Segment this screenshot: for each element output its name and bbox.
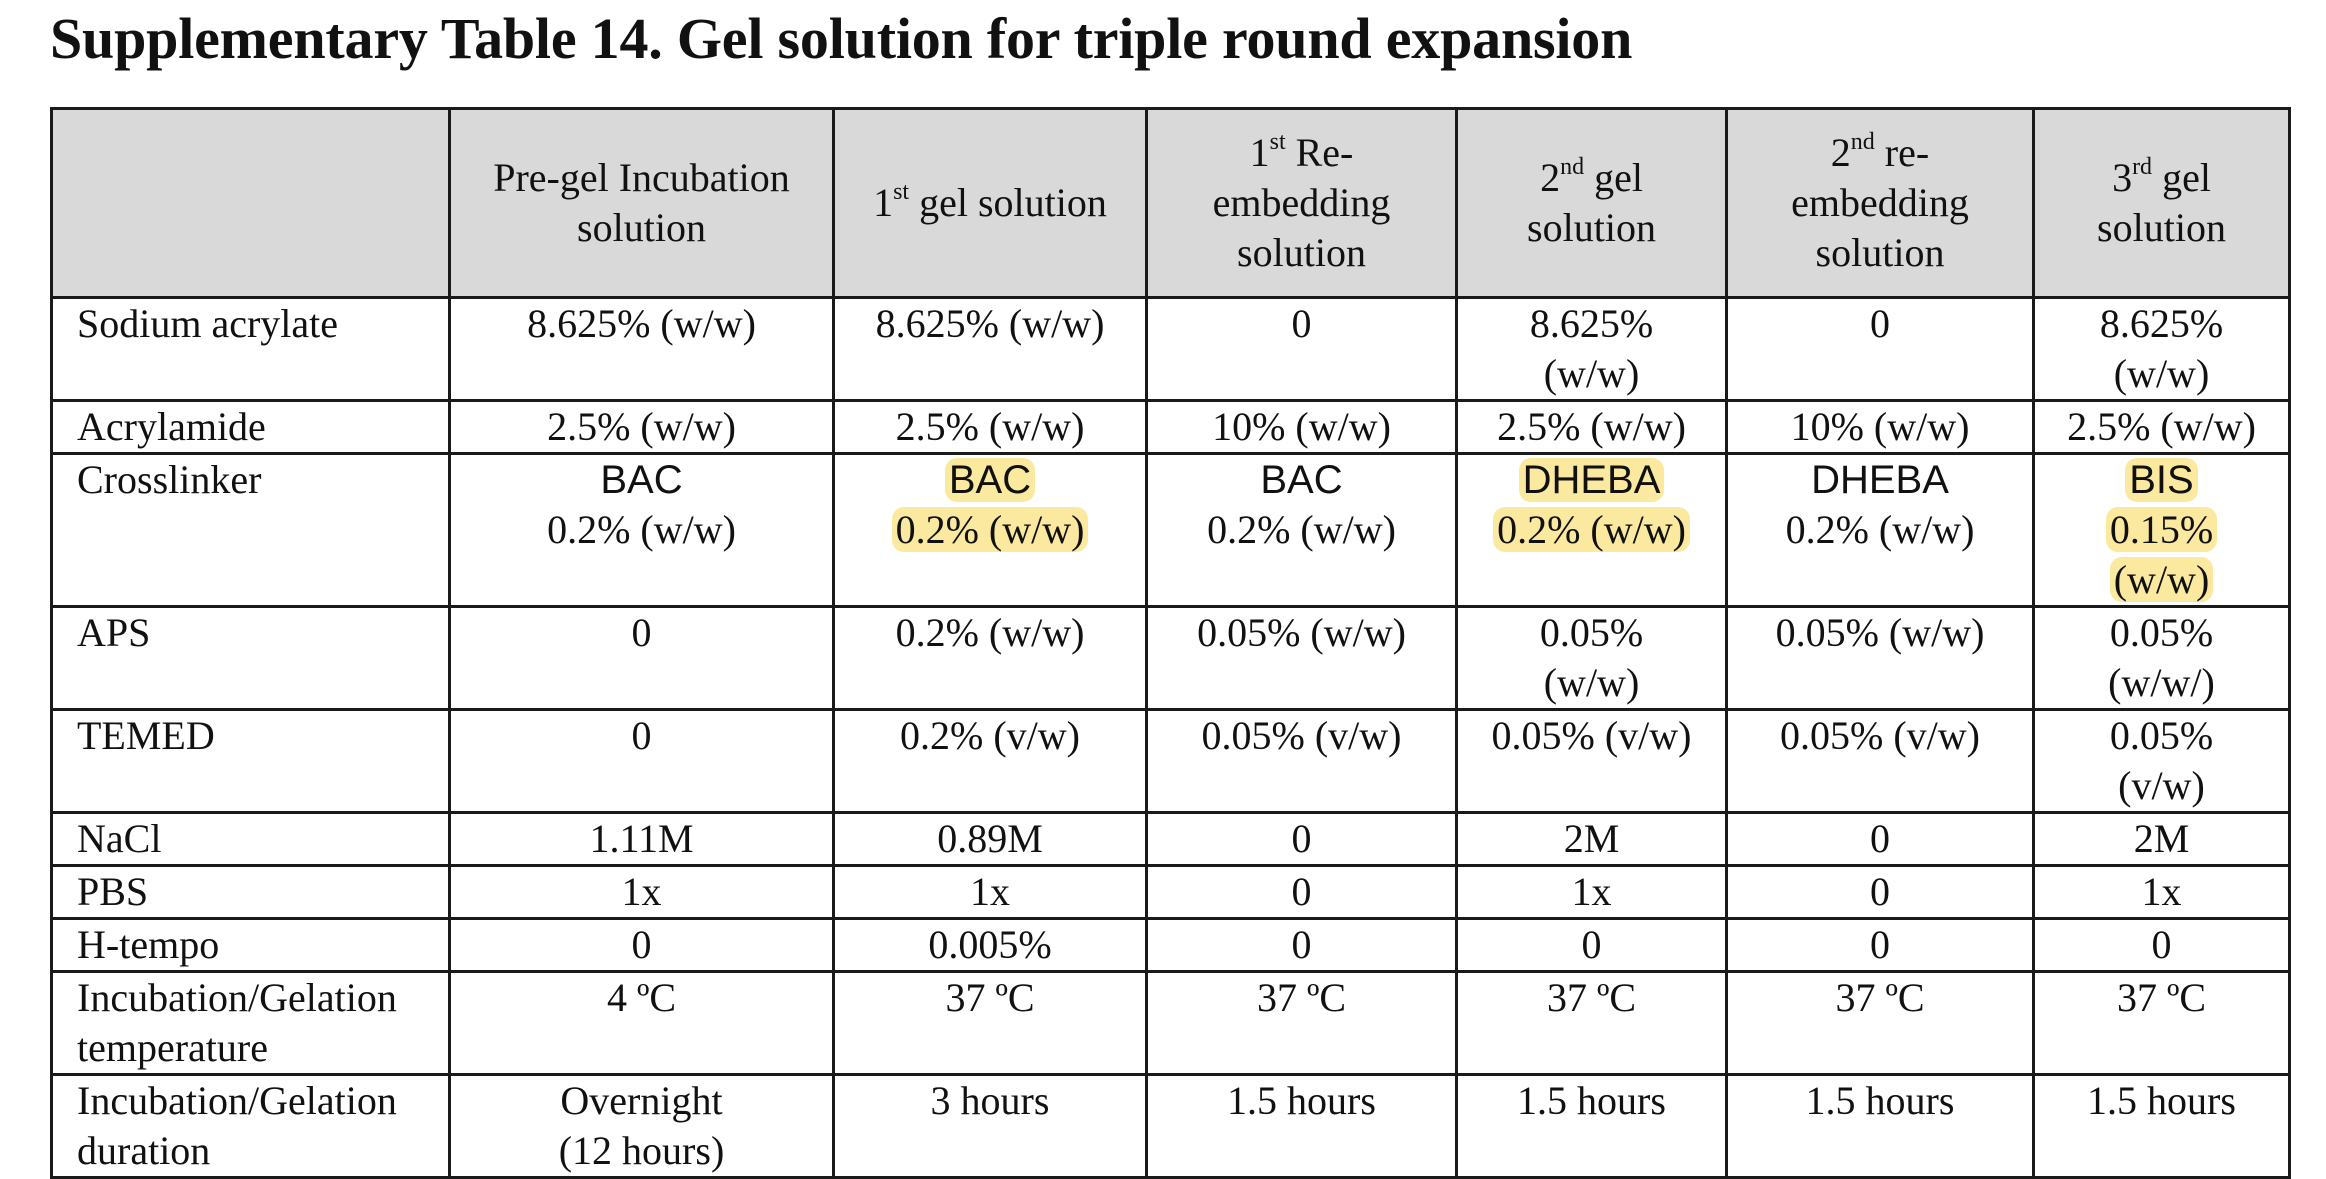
table-cell: 37 ºC [1725, 970, 2035, 1076]
header-3rd-gel: 3rd gel solution [2032, 107, 2291, 299]
table-cell: 0.005% [832, 917, 1148, 973]
row-label: Incubation/Gelation duration [50, 1073, 451, 1179]
table-row-nacl: NaCl 1.11M 0.89M 0 2M 0 2M [50, 811, 2291, 867]
table-cell: 37 ºC [832, 970, 1148, 1076]
table-cell: 0 [1725, 864, 2035, 920]
row-label: Incubation/Gelation temperature [50, 970, 451, 1076]
highlight: BAC [944, 458, 1036, 502]
table-cell: 0 [1145, 864, 1458, 920]
table-cell: 3 hours [832, 1073, 1148, 1179]
table-cell: 0.05% (v/w) [1145, 708, 1458, 814]
header-row: Pre-gel Incubation solution 1st gel solu… [50, 107, 2291, 299]
table-cell: 0.05% (w/w) [1145, 605, 1458, 711]
table-cell: 4 ºC [448, 970, 835, 1076]
table-cell: 0 [1145, 917, 1458, 973]
table-cell: 1.5 hours [2032, 1073, 2291, 1179]
table-cell: 0 [1145, 811, 1458, 867]
table-cell: BAC 0.2% (w/w) [448, 452, 835, 608]
highlight: 0.2% (w/w) [891, 507, 1089, 552]
table-cell: 1.5 hours [1725, 1073, 2035, 1179]
highlight: 0.2% (w/w) [1493, 507, 1690, 552]
table-cell: 0.05% (v/w) [1725, 708, 2035, 814]
gel-solution-table: Pre-gel Incubation solution 1st gel solu… [50, 107, 2291, 1179]
table-cell: 0.2% (v/w) [832, 708, 1148, 814]
row-label: PBS [50, 864, 451, 920]
table-cell: 0 [1725, 296, 2035, 402]
table-cell: 0.05% (w/w) [1725, 605, 2035, 711]
row-label: NaCl [50, 811, 451, 867]
table-cell: 2.5% (w/w) [2032, 399, 2291, 455]
table-cell: 0 [2032, 917, 2291, 973]
table-cell: 0 [1455, 917, 1728, 973]
table-cell: 1.5 hours [1455, 1073, 1728, 1179]
table-cell: 0 [448, 708, 835, 814]
highlight: BIS [2125, 458, 2198, 502]
table-cell: 10% (w/w) [1725, 399, 2035, 455]
table-cell: 1x [1455, 864, 1728, 920]
row-label: Acrylamide [50, 399, 451, 455]
table-cell-highlighted: BAC 0.2% (w/w) [832, 452, 1148, 608]
table-cell-highlighted: DHEBA 0.2% (w/w) [1455, 452, 1728, 608]
table-cell: 0.89M [832, 811, 1148, 867]
table-cell: 37 ºC [1145, 970, 1458, 1076]
table-cell: 0.05% (v/w) [2032, 708, 2291, 814]
header-2nd-gel: 2nd gel solution [1455, 107, 1728, 299]
table-cell: 0.05% (w/w) [1455, 605, 1728, 711]
table-cell: 2.5% (w/w) [448, 399, 835, 455]
row-label: Sodium acrylate [50, 296, 451, 402]
table-row-acrylamide: Acrylamide 2.5% (w/w) 2.5% (w/w) 10% (w/… [50, 399, 2291, 455]
table-cell: DHEBA 0.2% (w/w) [1725, 452, 2035, 608]
table-cell: 8.625% (w/w) [1455, 296, 1728, 402]
header-1st-re-embedding: 1st Re- embedding solution [1145, 107, 1458, 299]
table-row-pbs: PBS 1x 1x 0 1x 0 1x [50, 864, 2291, 920]
table-cell: 1x [2032, 864, 2291, 920]
highlight: 0.15% [2105, 507, 2218, 552]
table-cell: Overnight (12 hours) [448, 1073, 835, 1179]
table-cell: 1.5 hours [1145, 1073, 1458, 1179]
row-label: APS [50, 605, 451, 711]
table-cell: 8.625% (w/w) [832, 296, 1148, 402]
table-cell: 0 [1725, 811, 2035, 867]
table-cell: 8.625% (w/w) [2032, 296, 2291, 402]
table-cell: 0 [1145, 296, 1458, 402]
table-cell: 2.5% (w/w) [832, 399, 1148, 455]
table-row-crosslinker: Crosslinker BAC 0.2% (w/w) BAC 0.2% (w/w)… [50, 452, 2291, 608]
table-cell: 0.2% (w/w) [832, 605, 1148, 711]
table-cell: 0 [1725, 917, 2035, 973]
table-row-sodium-acrylate: Sodium acrylate 8.625% (w/w) 8.625% (w/w… [50, 296, 2291, 402]
table-cell: 0.05% (w/w/) [2032, 605, 2291, 711]
header-corner [50, 107, 451, 299]
header-1st-gel: 1st gel solution [832, 107, 1148, 299]
table-cell: BAC 0.2% (w/w) [1145, 452, 1458, 608]
table-cell: 37 ºC [1455, 970, 1728, 1076]
table-cell: 1.11M [448, 811, 835, 867]
table-row-temed: TEMED 0 0.2% (v/w) 0.05% (v/w) 0.05% (v/… [50, 708, 2291, 814]
table-row-temperature: Incubation/Gelation temperature 4 ºC 37 º… [50, 970, 2291, 1076]
page-title: Supplementary Table 14. Gel solution for… [50, 6, 1633, 71]
table-cell: 1x [448, 864, 835, 920]
table-cell: 0 [448, 605, 835, 711]
table-row-duration: Incubation/Gelation duration Overnight (12… [50, 1073, 2291, 1179]
table-row-h-tempo: H-tempo 0 0.005% 0 0 0 0 [50, 917, 2291, 973]
table-cell: 37 ºC [2032, 970, 2291, 1076]
row-label: Crosslinker [50, 452, 451, 608]
table-row-aps: APS 0 0.2% (w/w) 0.05% (w/w) 0.05% (w/w) … [50, 605, 2291, 711]
header-pre-gel-incubation: Pre-gel Incubation solution [448, 107, 835, 299]
table-cell: 10% (w/w) [1145, 399, 1458, 455]
row-label: H-tempo [50, 917, 451, 973]
highlight: DHEBA [1518, 458, 1665, 502]
header-2nd-re-embedding: 2nd re- embedding solution [1725, 107, 2035, 299]
table-cell-highlighted: BIS 0.15% (w/w) [2032, 452, 2291, 608]
table-cell: 2.5% (w/w) [1455, 399, 1728, 455]
table-cell: 0 [448, 917, 835, 973]
row-label: TEMED [50, 708, 451, 814]
table-cell: 0.05% (v/w) [1455, 708, 1728, 814]
table-cell: 2M [1455, 811, 1728, 867]
table-cell: 8.625% (w/w) [448, 296, 835, 402]
table-cell: 1x [832, 864, 1148, 920]
table-cell: 2M [2032, 811, 2291, 867]
highlight: (w/w) [2109, 557, 2214, 602]
